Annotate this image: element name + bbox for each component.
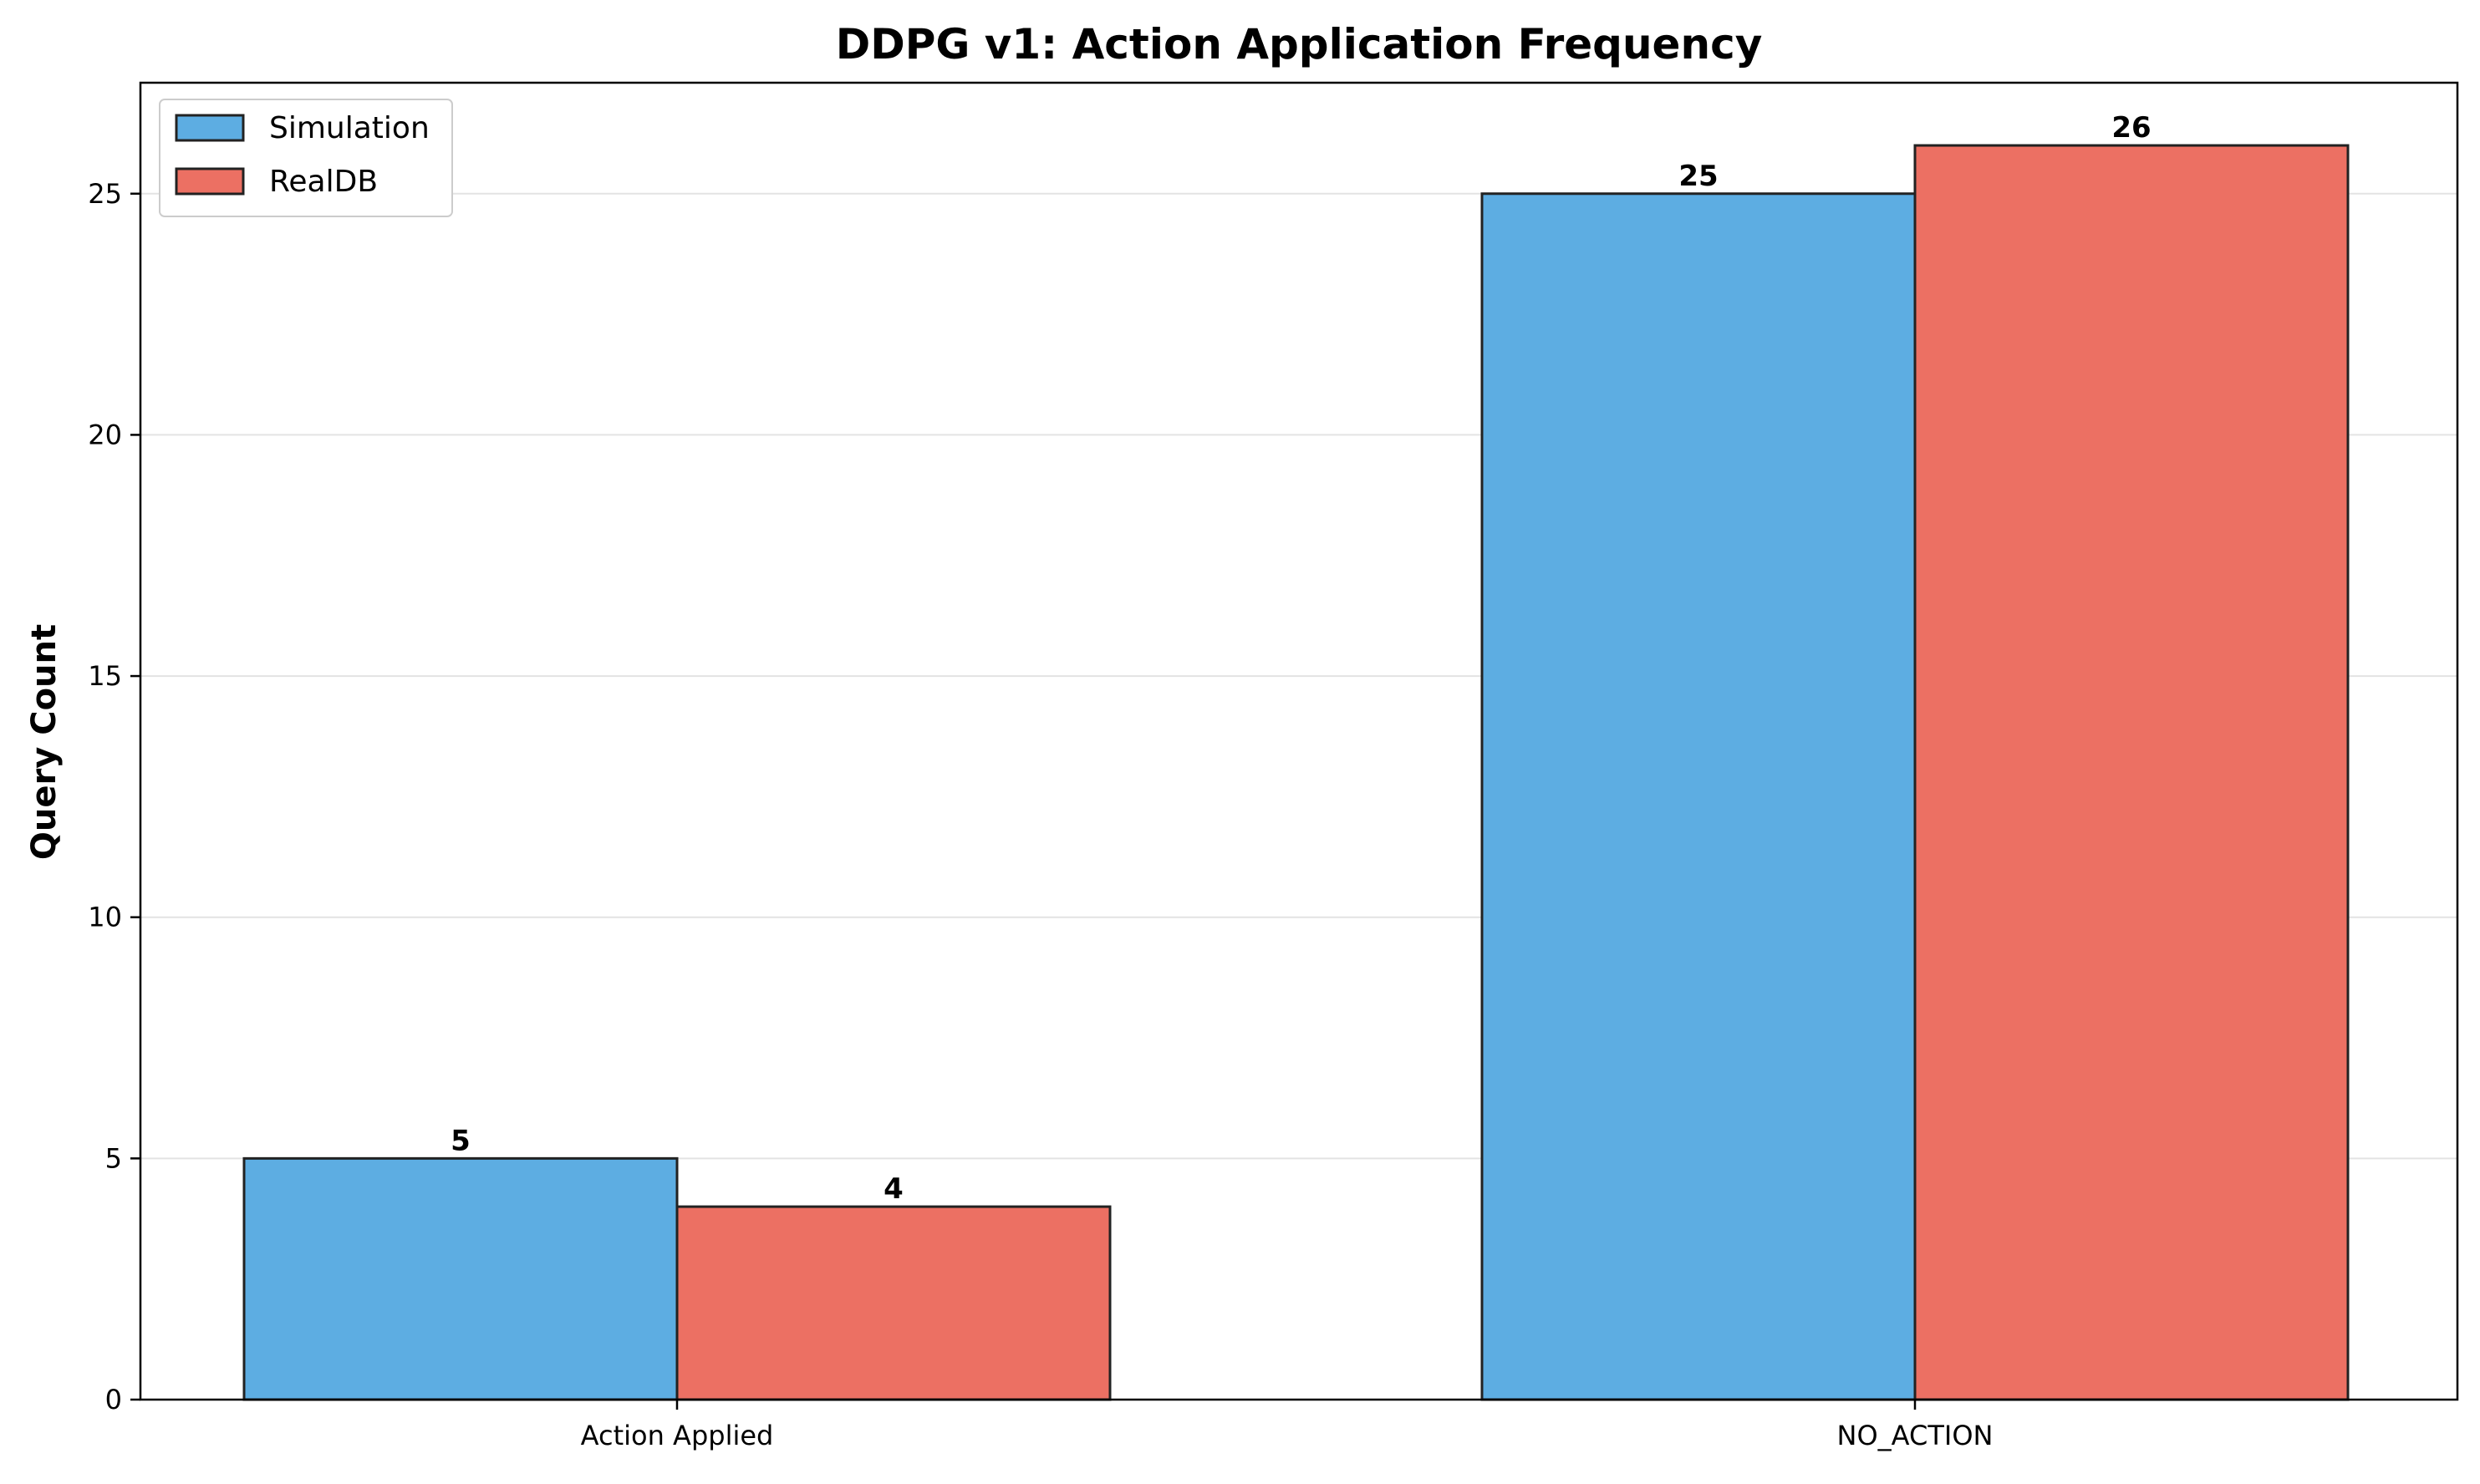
- bar-value-label: 5: [451, 1124, 471, 1157]
- y-tick-label: 25: [88, 178, 122, 210]
- bar-value-label: 4: [884, 1172, 904, 1206]
- bars: [244, 145, 2348, 1400]
- legend: Simulation RealDB: [160, 99, 452, 216]
- y-tick-label: 20: [88, 419, 122, 450]
- x-tick-label: NO_ACTION: [1837, 1420, 1994, 1451]
- x-tick-label: Action Applied: [581, 1420, 774, 1451]
- y-tick-label: 15: [88, 660, 122, 692]
- chart-title: DDPG v1: Action Application Frequency: [836, 20, 1763, 69]
- y-axis-ticks: 0 5 10 15 20 25: [88, 178, 140, 1415]
- bar-value-label: 26: [2111, 111, 2151, 145]
- y-tick-label: 0: [105, 1384, 122, 1415]
- y-axis-label: Query Count: [25, 624, 64, 860]
- bar-realdb-2: [1915, 145, 2348, 1400]
- bar-realdb-1: [677, 1207, 1110, 1400]
- legend-label-simulation: Simulation: [269, 111, 430, 145]
- x-axis-ticks: Action Applied NO_ACTION: [581, 1400, 1994, 1451]
- legend-label-realdb: RealDB: [269, 165, 378, 199]
- bar-simulation-1: [244, 1158, 677, 1400]
- bar-value-label: 25: [1678, 160, 1718, 193]
- chart-title-text: DDPG v1: Action Application Frequency: [836, 20, 1763, 69]
- y-tick-label: 5: [105, 1142, 122, 1174]
- y-axis-label-text: Query Count: [25, 624, 64, 860]
- bar-simulation-2: [1482, 194, 1915, 1400]
- y-tick-label: 10: [88, 902, 122, 933]
- legend-swatch-simulation: [176, 115, 243, 140]
- legend-swatch-realdb: [176, 169, 243, 194]
